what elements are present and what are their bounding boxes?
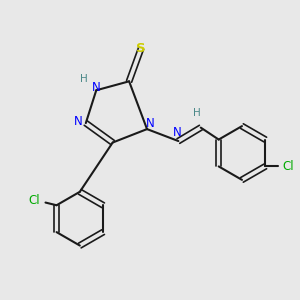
Text: N: N bbox=[74, 115, 83, 128]
Text: Cl: Cl bbox=[28, 194, 40, 207]
Text: N: N bbox=[92, 81, 100, 94]
Text: N: N bbox=[146, 117, 154, 130]
Text: S: S bbox=[136, 42, 146, 55]
Text: H: H bbox=[193, 108, 201, 118]
Text: N: N bbox=[172, 126, 181, 139]
Text: H: H bbox=[80, 74, 88, 84]
Text: Cl: Cl bbox=[283, 160, 294, 173]
